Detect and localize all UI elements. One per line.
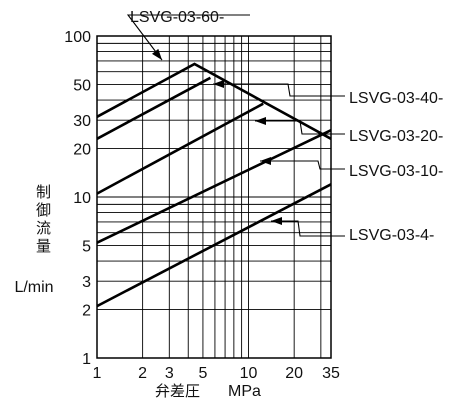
series-label-3: LSVG-03-20- — [349, 128, 443, 145]
arrowhead-5 — [271, 217, 282, 225]
series-line-5 — [96, 183, 332, 308]
y-tick-label: 5 — [82, 238, 91, 255]
y-tick-label: 100 — [64, 29, 91, 46]
ylabel-char-1: 制 — [36, 183, 51, 201]
xlabel-unit: MPa — [228, 383, 261, 400]
y-tick-label: 3 — [82, 274, 91, 291]
arrowhead-4 — [260, 157, 271, 165]
x-tick-label: 35 — [322, 365, 340, 382]
leader-line-4 — [260, 160, 345, 170]
series-label-5: LSVG-03-4- — [349, 227, 434, 244]
ylabel-char-4: 量 — [36, 237, 51, 255]
y-tick-label: 50 — [73, 77, 91, 94]
ylabel-char-3: 流 — [36, 219, 51, 237]
ylabel-unit: L/min — [14, 279, 53, 296]
arrowhead-2 — [213, 80, 224, 88]
series-line-4 — [96, 129, 332, 244]
series-labels: LSVG-03-60- LSVG-03-40- LSVG-03-20- LSVG-03… — [126, 9, 443, 244]
arrowhead-1 — [152, 48, 162, 60]
series-line-1 — [96, 62, 332, 140]
x-tick-label: 10 — [240, 365, 258, 382]
leader-line-2 — [213, 83, 345, 97]
series-line-2 — [96, 76, 212, 140]
plot-frame — [96, 35, 332, 359]
series-label-2: LSVG-03-40- — [349, 90, 443, 107]
leader-line-5 — [271, 220, 345, 237]
y-tick-label: 20 — [73, 142, 91, 159]
y-tick-label: 10 — [73, 190, 91, 207]
arrowhead-3 — [255, 117, 266, 125]
x-tick-label: 2 — [138, 365, 147, 382]
leader-line-3 — [255, 120, 345, 135]
leader-line-1 — [126, 14, 250, 61]
xlabel-text: 弁差圧 — [155, 382, 200, 400]
plot-border — [96, 35, 332, 359]
x-tick-label: 1 — [93, 365, 102, 382]
series-line-3 — [96, 102, 264, 195]
ylabel-char-2: 御 — [36, 201, 51, 219]
x-tick-label: 20 — [285, 365, 303, 382]
x-tick-label: 5 — [198, 365, 207, 382]
series-label-4: LSVG-03-10- — [349, 163, 443, 180]
series-label-1: LSVG-03-60- — [130, 9, 224, 26]
y-tick-label: 2 — [82, 303, 91, 320]
y-tick-label: 30 — [73, 113, 91, 130]
series-lines — [96, 62, 332, 308]
y-tick-label: 1 — [82, 351, 91, 368]
x-tick-label: 3 — [165, 365, 174, 382]
